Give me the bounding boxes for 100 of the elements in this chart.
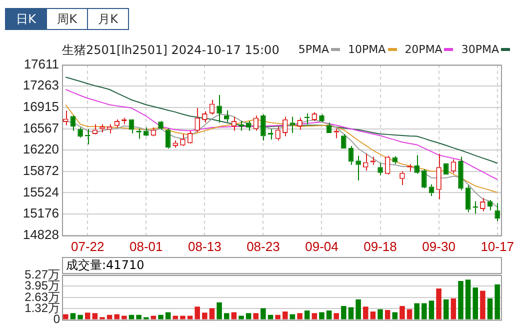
bar (362, 306, 368, 320)
bar (224, 313, 230, 320)
bar (378, 309, 383, 320)
bar (341, 306, 346, 320)
bar (238, 316, 244, 320)
bar (297, 313, 302, 320)
y-tick-label: 17263 (22, 78, 59, 93)
bar (231, 312, 237, 320)
y-tick-label: 16567 (22, 120, 59, 136)
bar (216, 302, 222, 320)
y-tick-label: 0 (53, 312, 60, 326)
y-tick-label: 17611 (24, 56, 59, 72)
bar (422, 303, 427, 320)
candlestick (436, 153, 442, 200)
x-tick-label: 08-01 (130, 238, 163, 254)
candlestick (465, 184, 471, 213)
candlestick (224, 110, 230, 122)
bar (158, 314, 164, 320)
bar (465, 280, 471, 320)
bar (260, 308, 266, 320)
bar (304, 310, 310, 320)
chart-title: 成交量:41710 (62, 257, 502, 274)
candlestick (70, 116, 76, 132)
candlestick (260, 114, 266, 142)
legend-label: 5PMA (298, 43, 330, 56)
candlestick (348, 146, 354, 166)
text: 月K (87, 9, 128, 29)
bar (106, 314, 112, 320)
text: 日K (6, 9, 46, 29)
y-tick-label: 16220 (22, 142, 59, 157)
bar (92, 313, 98, 320)
bar (150, 316, 156, 320)
bar (414, 303, 420, 320)
candlestick (392, 156, 398, 165)
candlestick (128, 119, 134, 134)
y-tick-label: 15524 (22, 184, 59, 200)
text: 周K (46, 9, 87, 29)
bar (187, 316, 193, 320)
bar (356, 299, 361, 320)
candlestick (78, 127, 83, 138)
bar (114, 314, 120, 320)
bar (246, 313, 252, 320)
bar (282, 312, 288, 320)
x-tick-label: 08-23 (246, 238, 280, 254)
x-tick-label: 09-04 (305, 238, 338, 254)
candlestick (144, 127, 149, 136)
candlestick (422, 168, 427, 188)
bar (202, 312, 208, 320)
bar (180, 316, 186, 320)
bar (326, 310, 332, 320)
bar (443, 299, 449, 320)
bar (136, 314, 142, 320)
bar (406, 309, 412, 320)
bar (487, 298, 493, 320)
bar (312, 313, 318, 320)
bar (290, 314, 296, 320)
legend-label: 10PMA (348, 43, 387, 56)
candlestick (194, 108, 200, 133)
y-tick-label: 16915 (22, 99, 59, 114)
candlestick (165, 128, 171, 150)
bar (480, 290, 486, 320)
bar (172, 316, 178, 320)
bar (494, 284, 500, 320)
bar (70, 313, 76, 320)
bar (194, 306, 200, 320)
legend-label: 30PMA (461, 43, 500, 56)
candlestick (356, 155, 361, 181)
candlestick (341, 134, 346, 149)
chart-title: 生猪2501[lh2501] 2024-10-17 15:00 (62, 42, 280, 59)
y-tick-label: 15176 (22, 206, 59, 221)
candlestick (275, 126, 280, 142)
bar (319, 312, 324, 320)
bar (84, 312, 90, 320)
candlestick (319, 114, 324, 122)
legend-label: 20PMA (404, 43, 444, 56)
bar (275, 314, 280, 320)
bar (428, 300, 434, 320)
bar (128, 314, 134, 320)
bar (165, 312, 171, 320)
candlestick (158, 122, 164, 130)
x-tick-label: 09-30 (422, 238, 456, 254)
bar (63, 314, 68, 320)
bar (78, 314, 83, 320)
x-tick-label: 08-13 (188, 238, 222, 254)
y-tick-label: 5.27万 (24, 267, 60, 282)
candlestick (326, 122, 332, 134)
bar (400, 306, 405, 320)
x-tick-label: 10-17 (480, 238, 514, 254)
bar (209, 308, 215, 320)
bar (450, 298, 456, 320)
candlestick (428, 184, 434, 197)
bar (370, 312, 376, 320)
y-tick-label: 14828 (22, 226, 59, 242)
bar (384, 310, 390, 320)
bar (436, 288, 442, 320)
bar (334, 313, 339, 320)
candlestick (458, 156, 464, 191)
bar (253, 313, 259, 320)
candlestick (384, 155, 390, 174)
candlestick (282, 116, 288, 137)
